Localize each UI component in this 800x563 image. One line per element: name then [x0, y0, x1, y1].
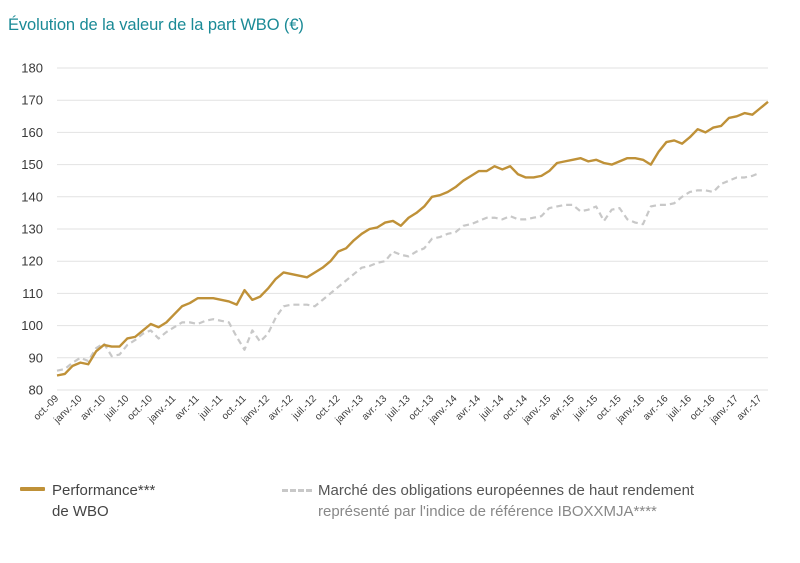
series-lines: [56, 100, 769, 377]
x-tick-label: juil.-10: [102, 393, 132, 423]
y-tick-label: 120: [21, 254, 43, 269]
x-tick-label: avr.-16: [641, 393, 671, 423]
y-tick-label: 80: [29, 383, 43, 398]
series-line-index: [56, 171, 761, 372]
x-tick-label: juil.-13: [383, 393, 413, 423]
y-tick-label: 90: [29, 350, 43, 365]
legend-label-index-line2: représenté par l'indice de référence IBO…: [318, 503, 657, 520]
y-axis-ticks: 80 90 100 110 120 130 140 150 160 170 180: [21, 61, 43, 398]
x-tick-label: juil.-14: [477, 393, 507, 423]
x-tick-label: avr.-17: [735, 393, 765, 423]
legend-label-index-line1: Marché des obligations européennes de ha…: [318, 482, 695, 499]
x-axis-ticks: oct.-09janv.-10avr.-10juil.-10oct.-10jan…: [32, 393, 765, 426]
legend-swatch-dashed: [282, 489, 312, 492]
y-tick-label: 170: [21, 93, 43, 108]
legend-label-wbo-line2: de WBO: [52, 503, 109, 520]
series-line-wbo: [56, 100, 769, 377]
x-tick-label: juil.-11: [196, 393, 225, 422]
y-tick-label: 160: [21, 125, 43, 140]
x-tick-label: avr.-14: [454, 393, 484, 423]
y-tick-label: 110: [22, 286, 43, 301]
x-tick-label: avr.-13: [360, 393, 390, 423]
x-tick-label: juil.-16: [665, 393, 695, 423]
x-tick-label: juil.-15: [571, 393, 601, 423]
legend-item-index: Marché des obligations européennes de ha…: [282, 480, 694, 522]
y-tick-label: 140: [21, 189, 43, 204]
chart-title: Évolution de la valeur de la part WBO (€…: [8, 16, 304, 34]
legend-label-wbo-line1: Performance***: [52, 482, 156, 499]
y-tick-label: 150: [21, 157, 43, 172]
gridlines: [57, 67, 768, 391]
legend-swatch-solid: [20, 487, 45, 491]
y-tick-label: 180: [21, 61, 43, 76]
x-tick-label: juil.-12: [290, 393, 320, 423]
line-chart: 80 90 100 110 120 130 140 150 160 170 180 oct.-09j…: [21, 61, 769, 426]
x-tick-label: avr.-10: [79, 393, 109, 423]
x-tick-label: avr.-15: [547, 393, 577, 423]
x-tick-label: avr.-12: [266, 393, 296, 423]
y-tick-label: 130: [21, 222, 43, 237]
x-tick-label: avr.-11: [173, 393, 202, 422]
legend-item-wbo: Performance*** de WBO: [20, 480, 155, 522]
y-tick-label: 100: [21, 318, 43, 333]
